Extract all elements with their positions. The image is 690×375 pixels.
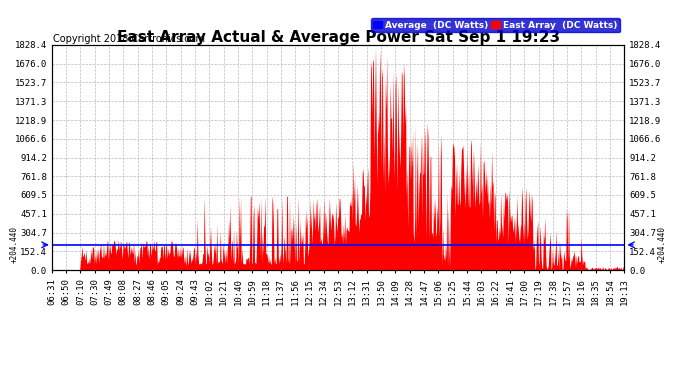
Text: +204.440: +204.440 (10, 226, 19, 263)
Title: East Array Actual & Average Power Sat Sep 1 19:23: East Array Actual & Average Power Sat Se… (117, 30, 560, 45)
Text: +204.440: +204.440 (657, 226, 666, 263)
Legend: Average  (DC Watts), East Array  (DC Watts): Average (DC Watts), East Array (DC Watts… (371, 18, 620, 32)
Text: Copyright 2018 Cartronics.com: Copyright 2018 Cartronics.com (53, 34, 205, 44)
